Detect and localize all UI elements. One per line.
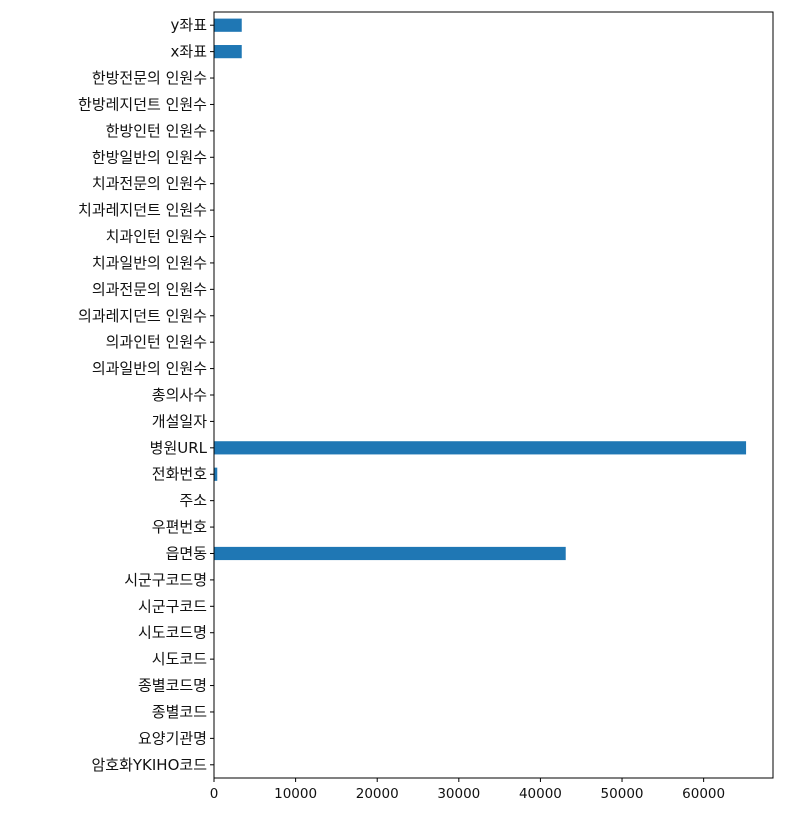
y-tick-label: 치과인턴 인원수 — [106, 228, 207, 246]
y-tick-label: 의과인턴 인원수 — [106, 333, 207, 351]
y-tick-label: 시도코드명 — [138, 624, 207, 642]
y-tick-label: 의과레지던트 인원수 — [78, 307, 207, 325]
x-tick-label: 10000 — [274, 786, 317, 802]
y-tick-label: 한방인턴 인원수 — [106, 122, 207, 140]
y-tick-label: 한방일반의 인원수 — [92, 148, 207, 166]
x-axis-ticks: 0 10000 20000 30000 40000 50000 60000 — [210, 778, 725, 802]
bar — [214, 18, 242, 32]
x-tick-label: 40000 — [519, 786, 562, 802]
bar — [214, 546, 566, 561]
y-tick-label: 시군구코드 — [138, 597, 207, 615]
y-tick-label: 치과전문의 인원수 — [92, 175, 207, 193]
y-tick-label: 우편번호 — [152, 518, 207, 536]
y-tick-label: 병원URL — [150, 439, 208, 457]
y-tick-label: 치과일반의 인원수 — [92, 254, 207, 272]
y-tick-label: 개설일자 — [152, 412, 207, 430]
bar — [214, 45, 242, 59]
x-tick-label: 0 — [210, 786, 219, 802]
y-tick-label: 종별코드명 — [138, 677, 207, 695]
plot-frame — [213, 11, 774, 779]
y-tick-label: x좌표 — [171, 43, 208, 61]
y-tick-label: 치과레지던트 인원수 — [78, 201, 207, 219]
y-tick-label: 전화번호 — [152, 465, 207, 483]
y-tick-label: 의과일반의 인원수 — [92, 360, 207, 378]
bar — [214, 441, 747, 455]
y-tick-label: 한방레지던트 인원수 — [78, 95, 207, 113]
y-tick-label: 시도코드 — [152, 650, 207, 668]
y-tick-label: 종별코드 — [152, 703, 207, 721]
y-tick-label: 읍면동 — [166, 544, 208, 562]
x-tick-label: 60000 — [682, 786, 725, 802]
x-tick-label: 30000 — [437, 786, 480, 802]
x-tick-label: 50000 — [601, 786, 644, 802]
y-axis-ticks: 암호화YKIHO코드 요양기관명 종별코드 종별코드명 시도코드 시도코드명 시군구코드 시군… — [78, 16, 214, 774]
y-tick-label: y좌표 — [171, 16, 208, 34]
y-tick-label: 총의사수 — [152, 386, 207, 404]
bar — [214, 467, 218, 481]
y-tick-label: 의과전문의 인원수 — [92, 280, 207, 298]
y-tick-label: 한방전문의 인원수 — [92, 69, 207, 87]
y-tick-label: 주소 — [179, 492, 207, 510]
y-tick-label: 요양기관명 — [138, 729, 207, 747]
y-tick-label: 암호화YKIHO코드 — [91, 756, 207, 774]
bars-group — [214, 18, 747, 561]
y-tick-label: 시군구코드명 — [124, 571, 207, 589]
x-tick-label: 20000 — [356, 786, 399, 802]
